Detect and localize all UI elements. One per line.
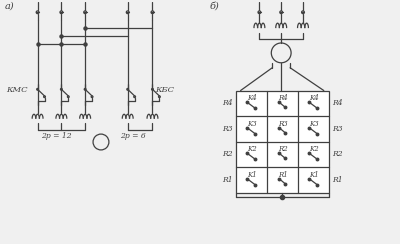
Text: R3: R3 — [222, 125, 233, 133]
Text: КМС: КМС — [6, 85, 28, 93]
Text: R3: R3 — [278, 120, 288, 128]
Text: 2p = 12: 2p = 12 — [41, 132, 72, 140]
Text: R1: R1 — [332, 176, 342, 184]
Text: K3: K3 — [247, 120, 257, 128]
Text: K2: K2 — [247, 145, 257, 153]
Text: R1: R1 — [222, 176, 233, 184]
Text: R4: R4 — [332, 99, 342, 107]
Text: R3: R3 — [332, 125, 342, 133]
Text: б): б) — [210, 1, 220, 10]
Text: R4: R4 — [222, 99, 233, 107]
Text: R2: R2 — [222, 150, 233, 158]
Text: R1: R1 — [278, 171, 288, 179]
Text: R2: R2 — [332, 150, 342, 158]
Text: K2: K2 — [309, 145, 319, 153]
Text: КБС: КБС — [156, 85, 174, 93]
Text: R4: R4 — [278, 94, 288, 102]
Bar — [236, 91, 329, 193]
Text: R2: R2 — [278, 145, 288, 153]
Text: 2p = 6: 2p = 6 — [120, 132, 146, 140]
Text: а): а) — [5, 1, 14, 10]
Text: K4: K4 — [247, 94, 257, 102]
Text: K4: K4 — [309, 94, 319, 102]
Text: K3: K3 — [309, 120, 319, 128]
Text: K1: K1 — [247, 171, 257, 179]
Text: K1: K1 — [309, 171, 319, 179]
